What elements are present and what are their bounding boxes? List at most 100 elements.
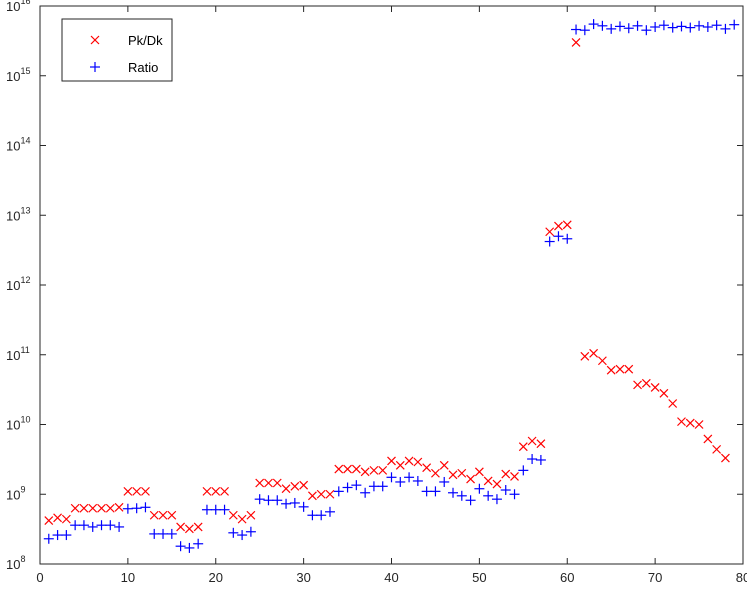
data-point-ratio: [535, 454, 546, 465]
data-point-pk-dk: [694, 420, 704, 429]
data-point-ratio: [579, 25, 590, 36]
data-point-ratio: [702, 21, 713, 32]
data-point-ratio: [650, 21, 661, 32]
y-tick-base: 10: [6, 487, 20, 502]
data-point-ratio: [272, 495, 283, 506]
data-point-ratio: [500, 485, 511, 496]
data-point-ratio: [289, 497, 300, 508]
data-point-pk-dk: [44, 516, 54, 525]
data-point-pk-dk: [589, 348, 599, 358]
data-point-pk-dk: [325, 489, 335, 499]
data-point-pk-dk: [703, 434, 713, 444]
y-tick-exponent: 15: [20, 66, 30, 76]
y-tick-label: 1014: [6, 136, 30, 154]
data-point-ratio: [720, 23, 731, 34]
data-point-ratio: [641, 25, 652, 36]
data-point-ratio: [685, 22, 696, 33]
data-marks: [43, 19, 740, 553]
data-point-pk-dk: [395, 460, 405, 470]
data-point-pk-dk: [184, 524, 194, 534]
data-point-ratio: [694, 20, 705, 31]
x-tick-label: 60: [560, 570, 574, 585]
y-tick-label: 1013: [6, 205, 30, 223]
x-tick-label: 20: [209, 570, 223, 585]
data-point-pk-dk: [202, 486, 212, 496]
data-point-ratio: [509, 489, 520, 500]
data-point-ratio: [474, 483, 485, 494]
data-point-ratio: [149, 528, 160, 539]
data-point-pk-dk: [527, 436, 537, 446]
x-tick-label: 0: [36, 570, 43, 585]
data-point-ratio: [562, 233, 573, 244]
data-point-ratio: [491, 494, 502, 505]
data-point-ratio: [483, 490, 494, 501]
data-point-pk-dk: [685, 418, 695, 428]
data-point-pk-dk: [61, 514, 71, 524]
y-tick-base: 10: [6, 557, 20, 572]
data-point-pk-dk: [413, 457, 423, 467]
data-point-ratio: [201, 504, 212, 515]
data-point-ratio: [228, 527, 239, 538]
data-point-pk-dk: [448, 470, 458, 480]
y-tick-exponent: 12: [20, 275, 30, 285]
data-point-pk-dk: [176, 522, 186, 532]
data-point-pk-dk: [272, 478, 282, 488]
data-point-ratio: [105, 520, 116, 531]
data-point-ratio: [342, 482, 353, 493]
data-point-pk-dk: [334, 464, 344, 474]
data-point-ratio: [711, 20, 722, 31]
data-point-ratio: [667, 22, 678, 33]
y-tick-exponent: 11: [20, 345, 29, 355]
data-point-pk-dk: [228, 510, 238, 520]
x-tick-label: 10: [121, 570, 135, 585]
legend: Pk/Dk Ratio: [61, 18, 173, 82]
data-point-ratio: [729, 19, 740, 30]
data-point-pk-dk: [53, 513, 62, 523]
data-point-ratio: [333, 486, 344, 497]
data-point-ratio: [316, 510, 327, 521]
data-point-ratio: [421, 486, 432, 497]
x-tick-label: 80: [736, 570, 747, 585]
data-point-pk-dk: [431, 468, 440, 478]
data-point-pk-dk: [290, 481, 300, 491]
data-point-ratio: [632, 20, 643, 31]
data-point-pk-dk: [343, 464, 352, 474]
data-point-ratio: [606, 23, 617, 34]
data-point-ratio: [166, 528, 177, 539]
y-tick-exponent: 14: [20, 136, 30, 146]
data-point-pk-dk: [378, 465, 388, 475]
data-point-ratio: [193, 538, 204, 549]
data-point-pk-dk: [193, 522, 203, 532]
data-point-pk-dk: [633, 380, 642, 390]
data-point-ratio: [219, 504, 230, 515]
y-tick-label: 1011: [6, 345, 30, 363]
data-point-pk-dk: [483, 476, 493, 486]
y-tick-base: 10: [6, 418, 20, 433]
data-point-pk-dk: [545, 227, 555, 237]
data-point-pk-dk: [114, 502, 124, 512]
data-point-pk-dk: [149, 510, 159, 520]
data-point-pk-dk: [650, 383, 660, 392]
data-point-pk-dk: [597, 356, 607, 366]
data-point-pk-dk: [387, 456, 396, 466]
data-point-pk-dk: [562, 220, 572, 230]
data-point-ratio: [553, 231, 564, 242]
plot-area-background: [40, 6, 743, 564]
y-tick-label: 1010: [6, 415, 30, 433]
y-tick-base: 10: [6, 278, 20, 293]
data-point-ratio: [70, 520, 81, 531]
y-tick-base: 10: [6, 208, 20, 223]
data-point-pk-dk: [712, 444, 722, 454]
data-point-ratio: [351, 480, 362, 491]
data-point-pk-dk: [211, 486, 221, 496]
data-point-pk-dk: [299, 480, 309, 490]
data-point-ratio: [43, 533, 54, 544]
data-point-ratio: [448, 487, 459, 498]
data-point-ratio: [404, 472, 415, 483]
data-point-ratio: [465, 495, 476, 506]
legend-label-pk-dk: Pk/Dk: [128, 33, 163, 48]
data-point-pk-dk: [677, 417, 686, 427]
data-point-ratio: [623, 23, 634, 34]
